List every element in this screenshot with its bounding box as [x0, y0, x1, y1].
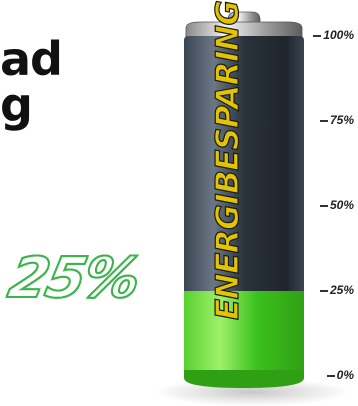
charge-badge: 25%: [2, 245, 146, 312]
battery-bottom: [184, 370, 304, 388]
scale-label: 25%: [319, 283, 354, 297]
scale-tick: [319, 289, 328, 292]
scale-tick: [326, 374, 335, 377]
scale-label-text: 25%: [329, 283, 354, 297]
scale-tick: [313, 34, 322, 37]
scale-label: 50%: [319, 198, 354, 212]
scale-label-text: 75%: [329, 113, 354, 127]
scale-tick: [319, 119, 328, 122]
battery-brand-label: ENERGIBESPARING: [209, 0, 246, 321]
scale-label: 0%: [326, 368, 354, 382]
scale-label-text: 0%: [336, 368, 354, 382]
battery-charge-fill: [184, 291, 304, 376]
scale-label: 75%: [319, 113, 354, 127]
headline-line-1: ad: [0, 32, 63, 86]
headline-line-2: g: [0, 78, 33, 132]
scale-label-text: 50%: [329, 198, 354, 212]
scale-label-text: 100%: [323, 28, 354, 42]
scale-label: 100%: [313, 28, 354, 42]
battery-top-rim: [185, 21, 303, 39]
scale-tick: [319, 204, 328, 207]
